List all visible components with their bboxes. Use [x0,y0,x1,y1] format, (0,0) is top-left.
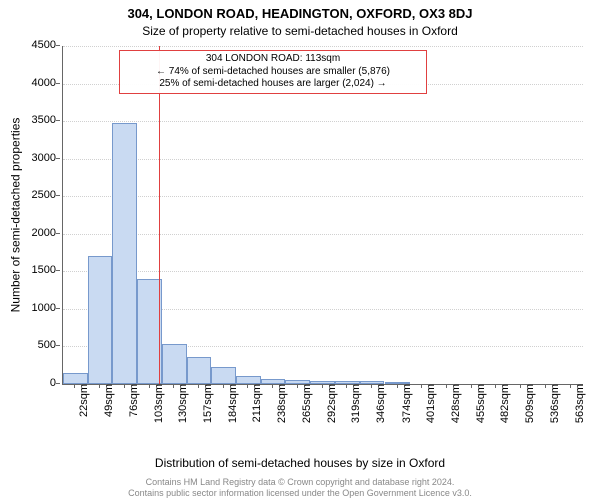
gridline-h [63,159,583,160]
y-axis-label-text: Number of semi-detached properties [8,118,22,313]
x-tick-label: 509sqm [524,384,536,434]
x-tick-label: 157sqm [202,384,214,434]
x-tick-mark [397,384,398,388]
histogram-bar [112,123,137,384]
x-tick-mark [149,384,150,388]
x-tick-mark [545,384,546,388]
x-tick-label: 76sqm [128,384,140,434]
y-tick-label: 3500 [22,114,56,126]
x-tick-mark [99,384,100,388]
x-tick-label: 238sqm [276,384,288,434]
x-tick-mark [297,384,298,388]
x-tick-label: 130sqm [177,384,189,434]
y-tick-label: 0 [22,377,56,389]
y-axis-label: Number of semi-detached properties [8,0,22,430]
x-tick-mark [124,384,125,388]
x-tick-mark [495,384,496,388]
x-tick-label: 265sqm [301,384,313,434]
x-tick-mark [446,384,447,388]
x-tick-mark [421,384,422,388]
x-axis-label: Distribution of semi-detached houses by … [0,456,600,470]
x-tick-mark [371,384,372,388]
x-tick-label: 374sqm [401,384,413,434]
x-tick-label: 103sqm [153,384,165,434]
x-tick-mark [471,384,472,388]
y-tick-label: 500 [22,339,56,351]
gridline-h [63,121,583,122]
annotation-line3: 25% of semi-detached houses are larger (… [159,78,386,89]
x-tick-label: 211sqm [251,384,263,434]
x-tick-label: 319sqm [350,384,362,434]
histogram-bar [211,367,236,384]
x-tick-label: 22sqm [78,384,90,434]
x-tick-label: 482sqm [499,384,511,434]
x-tick-label: 563sqm [574,384,586,434]
y-tick-label: 1500 [22,264,56,276]
chart-title-line2: Size of property relative to semi-detach… [0,24,600,38]
x-tick-mark [322,384,323,388]
y-tick-label: 4500 [22,39,56,51]
x-tick-mark [272,384,273,388]
attribution-line1: Contains HM Land Registry data © Crown c… [146,477,455,487]
x-tick-mark [173,384,174,388]
gridline-h [63,271,583,272]
marker-vertical-line [159,46,160,384]
x-tick-label: 49sqm [103,384,115,434]
x-tick-mark [223,384,224,388]
x-tick-mark [247,384,248,388]
x-tick-label: 428sqm [450,384,462,434]
x-tick-label: 536sqm [549,384,561,434]
attribution-line2: Contains public sector information licen… [128,488,472,498]
y-tick-label: 2000 [22,227,56,239]
attribution-text: Contains HM Land Registry data © Crown c… [0,477,600,498]
y-tick-label: 4000 [22,77,56,89]
histogram-bar [162,344,187,384]
x-tick-mark [570,384,571,388]
gridline-h [63,46,583,47]
x-tick-mark [346,384,347,388]
y-tick-label: 3000 [22,152,56,164]
x-tick-mark [520,384,521,388]
y-tick-label: 1000 [22,302,56,314]
annotation-line2: ← 74% of semi-detached houses are smalle… [156,66,390,77]
x-tick-label: 455sqm [475,384,487,434]
plot-area [62,46,583,385]
histogram-figure: 304, LONDON ROAD, HEADINGTON, OXFORD, OX… [0,0,600,500]
x-tick-mark [74,384,75,388]
x-tick-label: 346sqm [375,384,387,434]
histogram-bar [63,373,88,384]
gridline-h [63,196,583,197]
annotation-line1: 304 LONDON ROAD: 113sqm [206,53,340,64]
histogram-bar [187,357,212,384]
x-tick-label: 184sqm [227,384,239,434]
chart-title-line1: 304, LONDON ROAD, HEADINGTON, OXFORD, OX… [0,6,600,21]
y-tick-label: 2500 [22,189,56,201]
histogram-bar [88,256,113,384]
gridline-h [63,234,583,235]
x-tick-mark [198,384,199,388]
histogram-bar [236,376,261,384]
x-tick-label: 401sqm [425,384,437,434]
x-tick-label: 292sqm [326,384,338,434]
marker-annotation-box: 304 LONDON ROAD: 113sqm ← 74% of semi-de… [119,50,427,94]
